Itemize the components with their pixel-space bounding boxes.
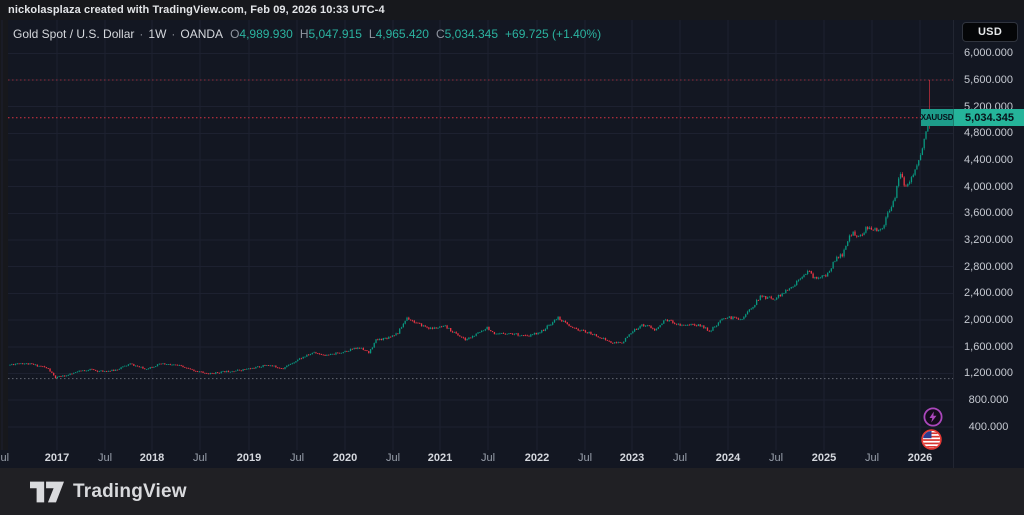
price-axis-label: 3,200.000 (964, 234, 1013, 247)
price-axis-label: 800.000 (968, 394, 1009, 407)
tradingview-logo-icon[interactable] (30, 481, 64, 503)
time-axis-label: Jul (672, 452, 688, 464)
ohlc-open: O4,989.930 (230, 27, 293, 41)
chart-background[interactable] (0, 20, 1024, 468)
ohlc-low: L4,965.420 (368, 27, 429, 41)
price-axis-label: 1,200.000 (964, 367, 1013, 380)
time-axis-label: 2018 (139, 452, 165, 464)
time-axis-label: Jul (385, 452, 401, 464)
price-axis-label: 400.000 (968, 420, 1009, 433)
tradingview-brand-text[interactable]: TradingView (73, 480, 187, 502)
interval-label[interactable]: 1W (148, 27, 167, 41)
price-axis-label: 2,000.000 (964, 314, 1013, 327)
price-axis-label: 5,600.000 (964, 73, 1013, 86)
time-axis-label: Jul (768, 452, 784, 464)
lightning-icon[interactable] (923, 407, 943, 427)
time-axis-label: Jul (97, 452, 113, 464)
symbol-title[interactable]: Gold Spot / U.S. Dollar (13, 27, 135, 41)
legend-separator: · (139, 27, 144, 41)
time-axis-label: 2023 (619, 452, 645, 464)
time-axis-label: 2017 (44, 452, 70, 464)
badge-price-value: 5,034.345 (953, 109, 1024, 126)
pane-left-strip (0, 20, 8, 450)
price-axis-label: 4,800.000 (964, 127, 1013, 140)
time-axis-label: 2024 (715, 452, 741, 464)
price-axis-label: 2,800.000 (964, 260, 1013, 273)
time-axis-label: Jul (864, 452, 880, 464)
time-axis-label: 2025 (811, 452, 837, 464)
time-axis-label: Jul (192, 452, 208, 464)
ohlc-high: H5,047.915 (299, 27, 362, 41)
time-axis-label: 2022 (524, 452, 550, 464)
price-axis-label: 2,400.000 (964, 287, 1013, 300)
us-flag-icon[interactable] (921, 429, 942, 450)
currency-toggle-button[interactable]: USD (962, 22, 1018, 42)
price-axis-label: 4,000.000 (964, 180, 1013, 193)
watermark-bar: nickolasplaza created with TradingView.c… (0, 0, 1024, 20)
chart-legend[interactable]: Gold Spot / U.S. Dollar · 1W · OANDA O4,… (13, 27, 601, 41)
time-axis-label: 2019 (236, 452, 262, 464)
price-axis-label: 1,600.000 (964, 340, 1013, 353)
legend-separator: · (171, 27, 176, 41)
time-axis[interactable]: Jul 2017 Jul 2018 Jul 2019 Jul 2020 Jul 2021 Jul 20… (0, 450, 953, 468)
time-axis-label: 2021 (427, 452, 453, 464)
time-axis-label: 2026 (907, 452, 933, 464)
watermark-text: nickolasplaza created with TradingView.c… (8, 4, 385, 16)
time-axis-label: Jul (289, 452, 305, 464)
time-axis-label: 2020 (332, 452, 358, 464)
price-axis[interactable]: 400.000 800.000 1,200.000 1,600.000 2,000.00… (953, 0, 1024, 468)
ohlc-close: C5,034.345 (435, 27, 499, 41)
time-axis-label: Jul (0, 452, 10, 464)
exchange-label[interactable]: OANDA (180, 27, 224, 41)
change-label: +69.725 (+1.40%) (505, 27, 602, 41)
price-axis-label: 3,600.000 (964, 207, 1013, 220)
price-axis-label: 6,000.000 (964, 47, 1013, 60)
time-axis-label: Jul (480, 452, 496, 464)
price-axis-label: 4,400.000 (964, 154, 1013, 167)
footer-bar: TradingView (0, 468, 1024, 515)
time-axis-label: Jul (577, 452, 593, 464)
last-price-badge: XAUUSD 5,034.345 (921, 109, 1024, 126)
price-axis-separator (953, 20, 954, 468)
badge-symbol-label: XAUUSD (921, 109, 953, 126)
